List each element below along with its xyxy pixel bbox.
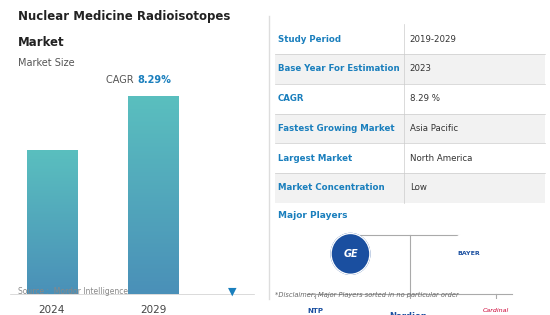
Text: Study Period: Study Period xyxy=(278,35,340,44)
Text: Nordion.: Nordion. xyxy=(389,312,430,315)
Text: *Disclaimer: Major Players sorted in no particular order: *Disclaimer: Major Players sorted in no … xyxy=(275,292,459,298)
Text: NTP: NTP xyxy=(307,308,323,314)
Circle shape xyxy=(450,233,488,274)
Text: BAYER: BAYER xyxy=(458,251,480,256)
Text: CAGR: CAGR xyxy=(278,94,304,103)
FancyBboxPatch shape xyxy=(275,143,544,173)
Text: Largest Market: Largest Market xyxy=(278,154,352,163)
Text: Asia Pacific: Asia Pacific xyxy=(410,124,458,133)
Text: Major Players: Major Players xyxy=(278,211,347,220)
Text: 2019-2029: 2019-2029 xyxy=(410,35,456,44)
Text: Fastest Growing Market: Fastest Growing Market xyxy=(278,124,394,133)
Text: 2023: 2023 xyxy=(410,64,432,73)
FancyBboxPatch shape xyxy=(357,304,463,315)
FancyBboxPatch shape xyxy=(275,54,544,84)
Text: Market: Market xyxy=(18,36,65,49)
Circle shape xyxy=(331,233,370,274)
Text: Low: Low xyxy=(410,183,427,192)
FancyBboxPatch shape xyxy=(275,114,544,143)
Text: Base Year For Estimation: Base Year For Estimation xyxy=(278,64,399,73)
FancyBboxPatch shape xyxy=(275,173,544,203)
Text: GE: GE xyxy=(343,249,358,259)
Text: 2024: 2024 xyxy=(39,305,65,315)
Text: 8.29 %: 8.29 % xyxy=(410,94,440,103)
Text: Nuclear Medicine Radioisotopes: Nuclear Medicine Radioisotopes xyxy=(18,10,230,23)
Text: Source :  Mordor Intelligence: Source : Mordor Intelligence xyxy=(18,287,128,296)
Text: North America: North America xyxy=(410,154,472,163)
Text: Market Concentration: Market Concentration xyxy=(278,183,384,192)
Text: Market Size: Market Size xyxy=(18,58,75,68)
FancyBboxPatch shape xyxy=(275,24,544,54)
Text: 8.29%: 8.29% xyxy=(137,75,171,85)
Text: CAGR: CAGR xyxy=(106,75,137,85)
FancyBboxPatch shape xyxy=(275,84,544,114)
Text: ▼: ▼ xyxy=(228,286,236,296)
Text: Cardinal: Cardinal xyxy=(483,308,509,313)
Text: 2029: 2029 xyxy=(140,305,166,315)
